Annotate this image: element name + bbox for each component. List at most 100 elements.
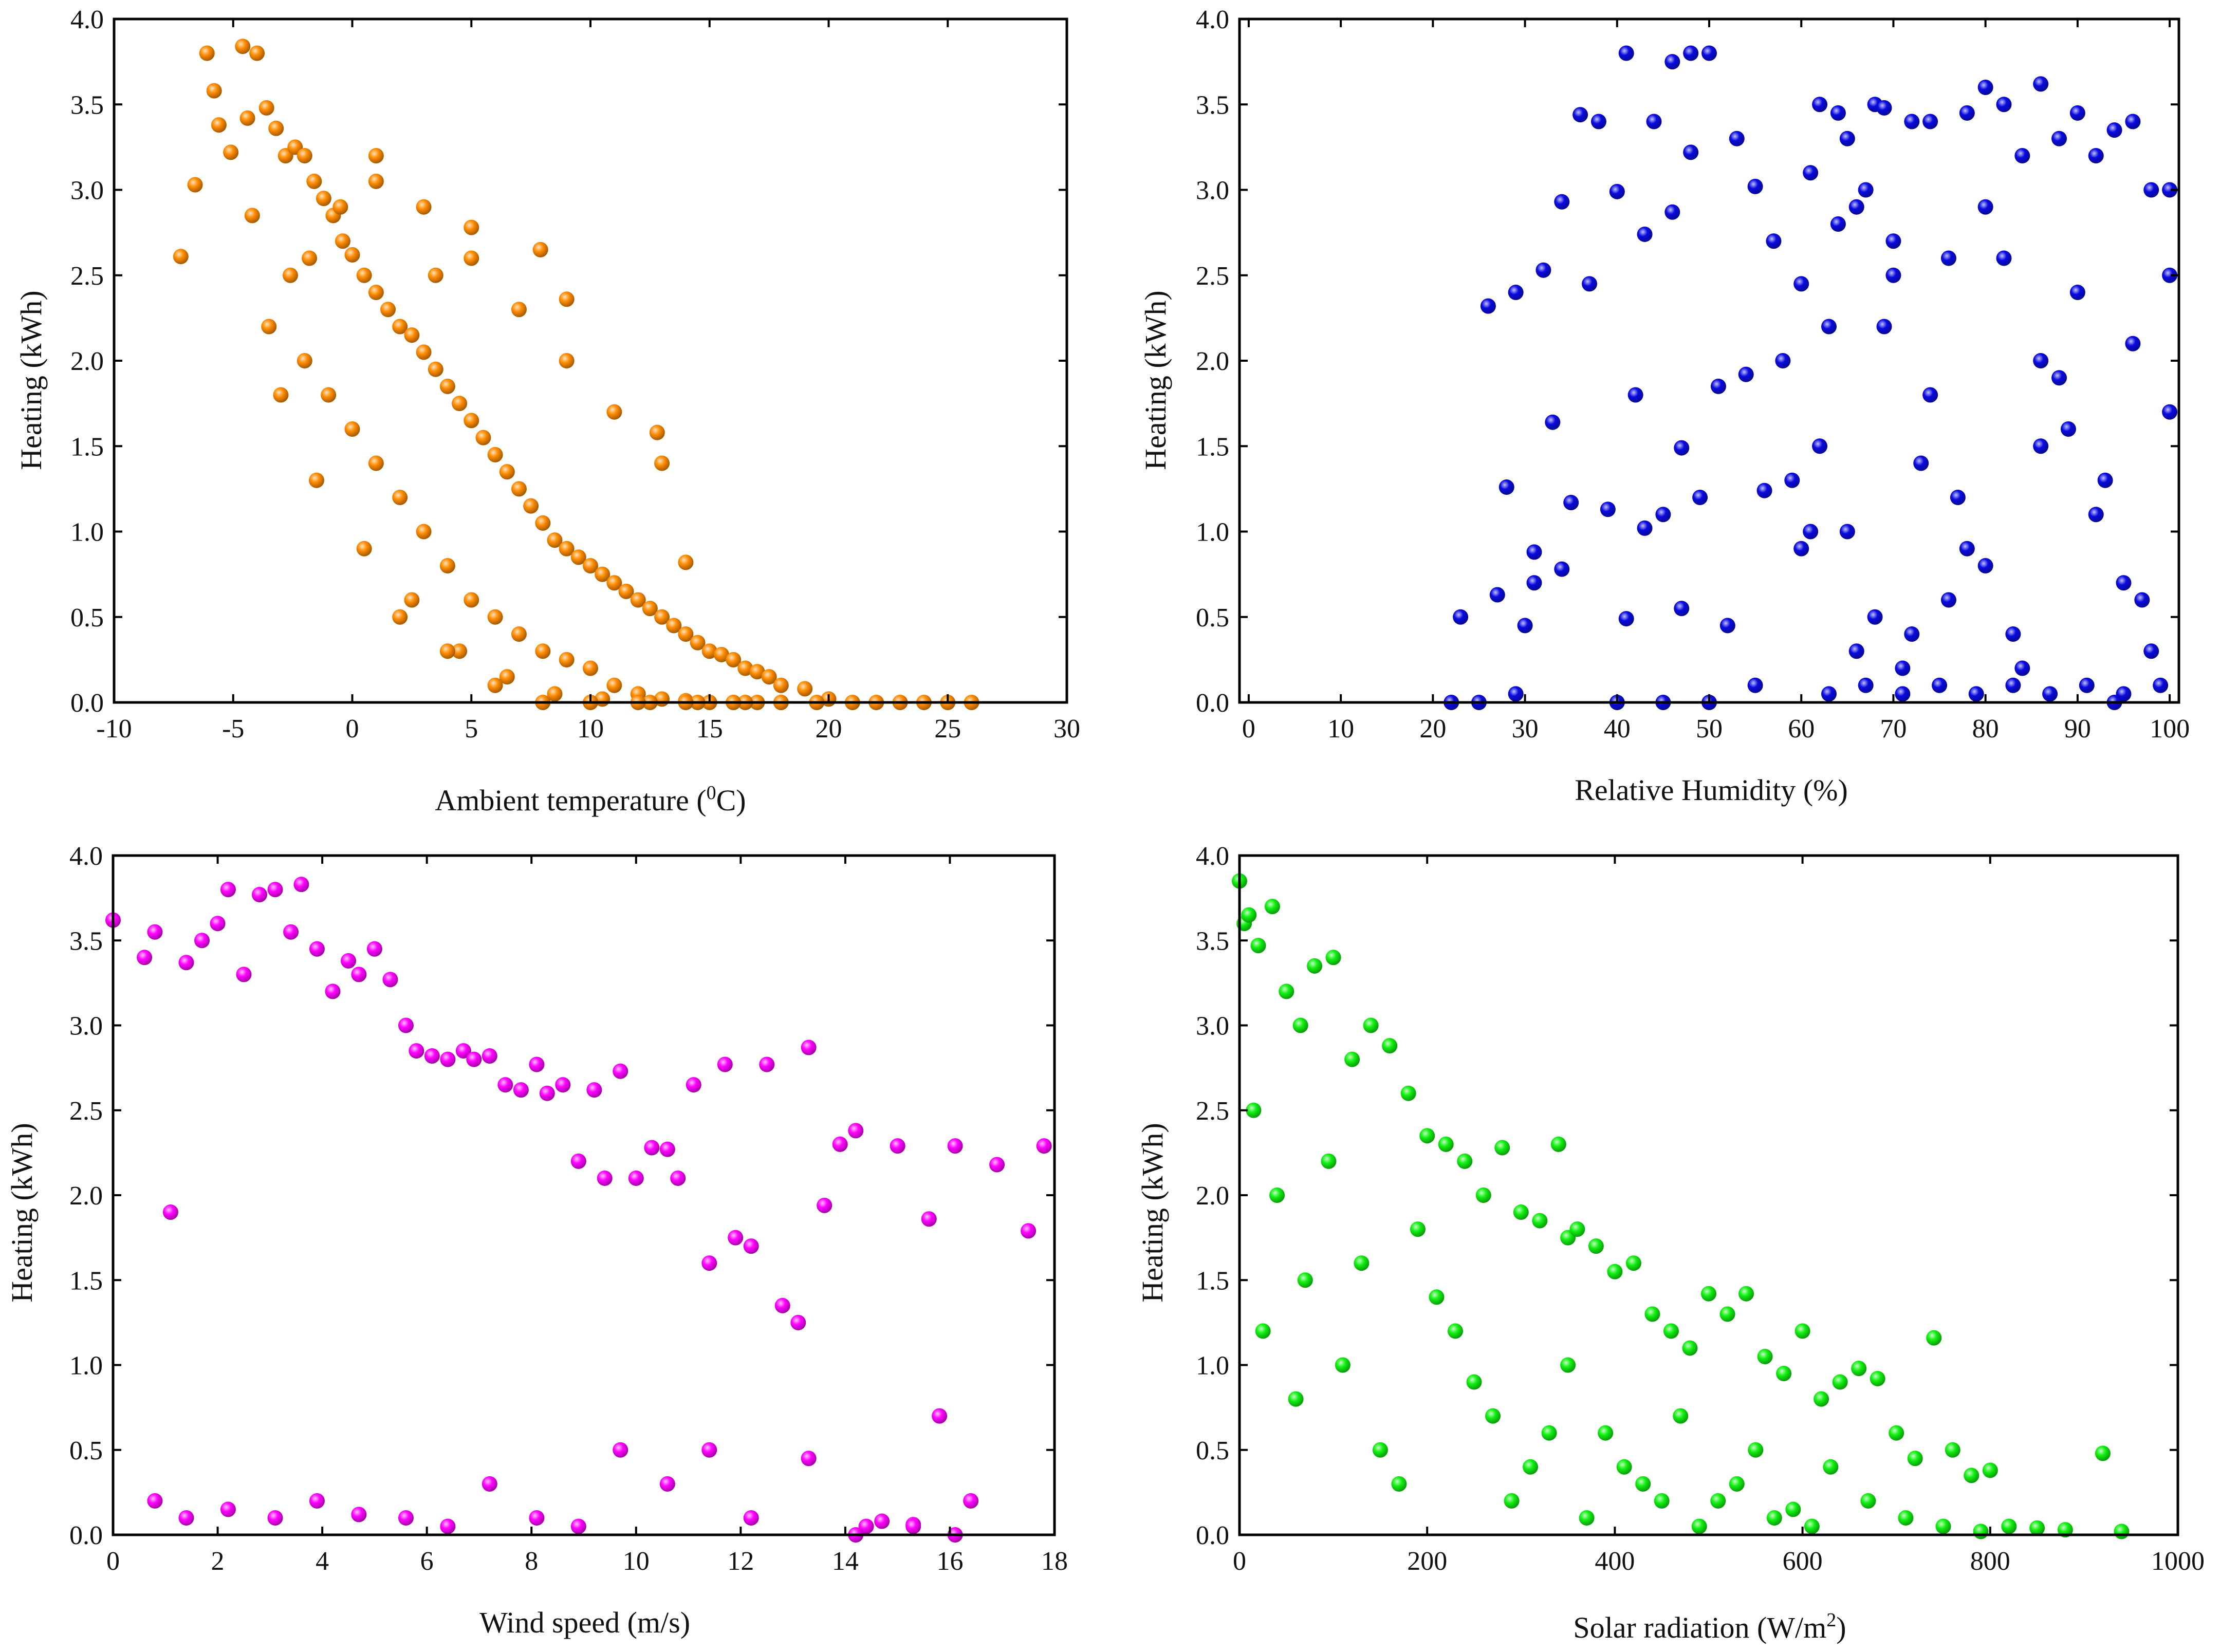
solar-data-point bbox=[1673, 1408, 1689, 1424]
solar-data-point bbox=[1400, 1085, 1416, 1101]
temperature-data-point bbox=[649, 424, 665, 440]
temperature-data-point bbox=[559, 652, 575, 667]
humidity-data-point bbox=[1848, 199, 1864, 215]
temperature-data-point bbox=[583, 558, 598, 573]
humidity-data-point bbox=[1858, 182, 1874, 198]
humidity-data-point bbox=[1637, 520, 1653, 536]
solar-data-point bbox=[1292, 1017, 1308, 1033]
wind-data-point bbox=[341, 953, 356, 969]
humidity-y-tick-label: 1.5 bbox=[1196, 432, 1229, 461]
temperature-data-point bbox=[464, 413, 479, 429]
humidity-data-point bbox=[2143, 182, 2159, 198]
humidity-data-point bbox=[1977, 80, 1993, 95]
solar-data-point bbox=[1372, 1442, 1388, 1458]
solar-y-tick-label: 0.5 bbox=[1196, 1436, 1229, 1465]
wind-data-point bbox=[513, 1082, 529, 1098]
temperature-data-point bbox=[332, 199, 348, 215]
solar-x-axis-title: Solar radiation (W/m2) bbox=[1573, 1609, 1846, 1644]
humidity-data-point bbox=[1793, 541, 1809, 556]
solar-data-point bbox=[1307, 958, 1323, 974]
temperature-data-point bbox=[368, 455, 384, 471]
humidity-data-point bbox=[1618, 611, 1634, 627]
temperature-data-point bbox=[428, 361, 443, 377]
wind-data-point bbox=[628, 1170, 644, 1186]
humidity-y-tick-label: 3.0 bbox=[1196, 176, 1229, 206]
temperature-data-point bbox=[464, 250, 479, 266]
temperature-x-tick-label: -10 bbox=[96, 714, 132, 744]
wind-data-point bbox=[137, 950, 153, 966]
humidity-y-tick-label: 2.0 bbox=[1196, 347, 1229, 376]
humidity-data-point bbox=[1480, 298, 1496, 314]
humidity-data-point bbox=[1590, 114, 1606, 129]
wind-data-point bbox=[743, 1238, 759, 1254]
temperature-data-point bbox=[211, 117, 227, 133]
temperature-data-point bbox=[199, 45, 215, 61]
wind-x-tick-label: 0 bbox=[106, 1547, 120, 1576]
temperature-data-point bbox=[678, 626, 694, 642]
wind-data-point bbox=[905, 1518, 921, 1534]
wind-data-point bbox=[613, 1063, 628, 1079]
solar-data-point bbox=[2095, 1445, 2111, 1461]
temperature-data-point bbox=[392, 319, 408, 335]
temperature-data-point bbox=[532, 242, 548, 257]
solar-data-point bbox=[1438, 1136, 1454, 1152]
solar-data-point bbox=[1297, 1272, 1313, 1288]
temperature-data-point bbox=[368, 173, 384, 189]
temperature-y-tick-label: 4.0 bbox=[70, 5, 104, 34]
humidity-data-point bbox=[1821, 686, 1837, 702]
wind-x-tick-label: 18 bbox=[1041, 1547, 1068, 1576]
solar-data-point bbox=[1246, 1102, 1262, 1118]
temperature-data-point bbox=[306, 173, 322, 189]
temperature-data-point bbox=[642, 601, 658, 617]
humidity-data-point bbox=[1535, 262, 1551, 278]
solar-data-point bbox=[1550, 1136, 1566, 1152]
solar-data-point bbox=[1738, 1286, 1754, 1302]
humidity-data-point bbox=[2079, 677, 2095, 693]
temperature-x-tick-label: -5 bbox=[222, 714, 244, 744]
humidity-data-point bbox=[1913, 455, 1929, 471]
wind-data-point bbox=[858, 1518, 874, 1534]
solar-data-point bbox=[1729, 1476, 1745, 1492]
humidity-data-point bbox=[2134, 592, 2150, 608]
humidity-data-point bbox=[1664, 54, 1680, 70]
temperature-data-point bbox=[690, 635, 706, 651]
solar-data-point bbox=[1344, 1051, 1360, 1067]
wind-plot-frame bbox=[112, 854, 1056, 1536]
solar-data-point bbox=[1560, 1357, 1576, 1373]
temperature-data-point bbox=[547, 686, 563, 702]
solar-data-point bbox=[1625, 1255, 1641, 1271]
humidity-data-point bbox=[2088, 148, 2104, 163]
temperature-plot-frame bbox=[113, 17, 1068, 704]
temperature-data-point bbox=[404, 592, 420, 608]
temperature-data-point bbox=[713, 646, 729, 662]
temperature-y-tick-label: 3.0 bbox=[70, 176, 104, 206]
wind-data-point bbox=[424, 1048, 440, 1064]
wind-data-point bbox=[267, 1510, 283, 1526]
humidity-data-point bbox=[1646, 114, 1662, 129]
humidity-y-axis-title: Heating (kWh) bbox=[1139, 290, 1172, 470]
wind-data-point bbox=[178, 1510, 194, 1526]
solar-y-tick-label: 2.5 bbox=[1196, 1097, 1229, 1126]
solar-y-tick-label: 4.0 bbox=[1196, 842, 1229, 871]
temperature-y-tick-label: 2.0 bbox=[70, 347, 104, 376]
humidity-data-point bbox=[2014, 660, 2030, 676]
temperature-data-point bbox=[380, 302, 396, 318]
wind-data-point bbox=[251, 887, 267, 903]
temperature-data-point bbox=[499, 669, 515, 685]
humidity-x-tick-label: 40 bbox=[1604, 714, 1631, 744]
temperature-data-point bbox=[439, 558, 455, 573]
humidity-data-point bbox=[1526, 575, 1542, 591]
humidity-y-tick-label: 4.0 bbox=[1196, 5, 1229, 34]
humidity-data-point bbox=[2125, 114, 2141, 129]
temperature-data-point bbox=[335, 233, 350, 249]
humidity-data-point bbox=[1683, 45, 1699, 61]
wind-data-point bbox=[670, 1170, 686, 1186]
temperature-x-tick-label: 15 bbox=[696, 714, 723, 744]
humidity-data-point bbox=[1996, 97, 2012, 113]
wind-data-point bbox=[147, 924, 163, 940]
wind-data-point bbox=[947, 1138, 963, 1154]
wind-data-point bbox=[963, 1493, 979, 1509]
temperature-data-point bbox=[392, 609, 408, 625]
humidity-data-point bbox=[1664, 204, 1680, 220]
